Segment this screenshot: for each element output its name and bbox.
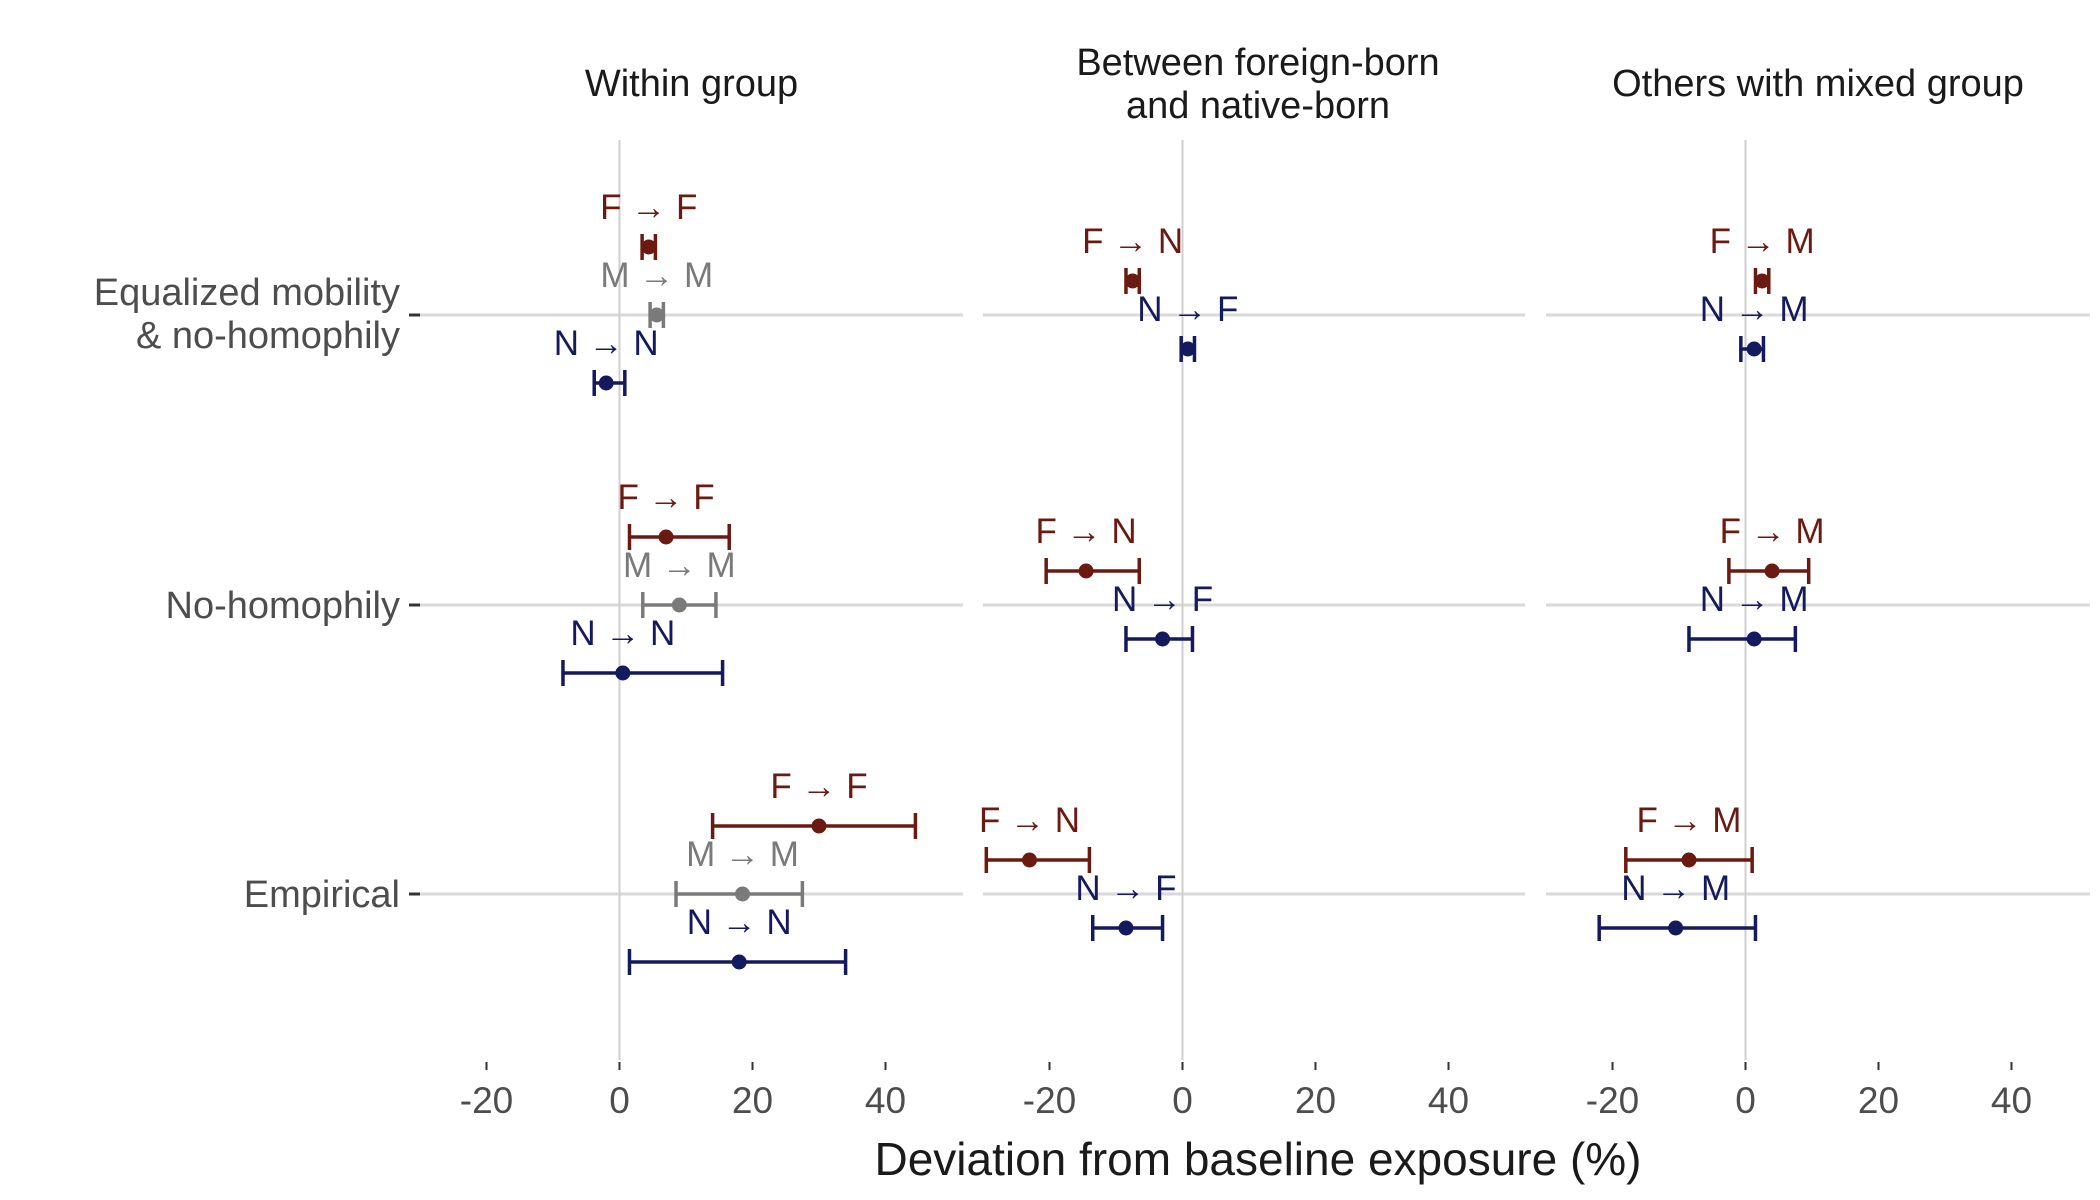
estimate-F-p2-r2: F → M	[1624, 801, 1754, 873]
estimate-N-p0-r2: N → N	[627, 903, 848, 975]
point-label: N → N	[570, 614, 675, 653]
row-label: Empirical	[244, 874, 400, 916]
estimate-F-p0-r1: F → F	[617, 478, 731, 550]
point-label: F → N	[1036, 512, 1137, 551]
point-estimate	[1746, 631, 1762, 647]
point-label: N → N	[554, 324, 659, 363]
point-estimate	[671, 597, 687, 613]
point-estimate	[1022, 852, 1038, 868]
point-estimate	[598, 375, 614, 391]
point-label: F → F	[770, 767, 867, 806]
estimate-N-p0-r1: N → N	[561, 614, 725, 686]
estimate-M-p0-r2: M → M	[674, 835, 805, 907]
point-label: N → M	[1700, 290, 1809, 329]
x-tick-label: 0	[1172, 1080, 1193, 1121]
x-tick-label: -20	[1586, 1080, 1639, 1121]
x-tick-label: 0	[1735, 1080, 1756, 1121]
estimate-F-p1-r1: F → N	[1036, 512, 1142, 584]
x-tick-label: 40	[865, 1080, 906, 1121]
x-tick-label: 40	[1991, 1080, 2032, 1121]
panel-title: and native-born	[1126, 85, 1390, 127]
point-label: F → N	[979, 801, 1080, 840]
estimate-N-p1-r2: N → F	[1075, 869, 1177, 941]
point-estimate	[641, 239, 657, 255]
estimate-N-p2-r0: N → M	[1700, 290, 1809, 362]
point-estimate	[649, 307, 665, 323]
estimate-N-p2-r1: N → M	[1687, 580, 1809, 652]
estimate-N-p0-r0: N → N	[554, 324, 659, 396]
point-label: M → M	[600, 256, 713, 295]
estimate-F-p1-r2: F → N	[979, 801, 1092, 873]
point-label: N → F	[1112, 580, 1213, 619]
panel-title: Within group	[585, 63, 798, 105]
point-label: N → N	[687, 903, 792, 942]
point-label: N → M	[1621, 869, 1730, 908]
point-label: N → F	[1137, 290, 1238, 329]
point-label: F → F	[617, 478, 714, 517]
point-label: M → M	[686, 835, 799, 874]
point-estimate	[735, 886, 751, 902]
point-estimate	[1746, 341, 1762, 357]
estimate-M-p0-r0: M → M	[600, 256, 713, 328]
estimate-F-p2-r0: F → M	[1710, 222, 1815, 294]
point-estimate	[658, 529, 674, 545]
panel-title: Between foreign-born	[1076, 42, 1439, 84]
point-label: M → M	[623, 546, 736, 585]
point-estimate	[731, 954, 747, 970]
point-estimate	[1078, 563, 1094, 579]
point-estimate	[1754, 273, 1770, 289]
x-tick-label: 20	[1858, 1080, 1899, 1121]
row-label: Equalized mobility	[94, 272, 400, 314]
x-axis-title: Deviation from baseline exposure (%)	[874, 1133, 1641, 1185]
point-estimate	[1668, 920, 1684, 936]
x-tick-label: 20	[732, 1080, 773, 1121]
estimate-N-p2-r2: N → M	[1597, 869, 1758, 941]
point-label: F → M	[1720, 512, 1825, 551]
point-label: N → F	[1075, 869, 1176, 908]
point-label: F → M	[1710, 222, 1815, 261]
x-tick-label: -20	[460, 1080, 513, 1121]
point-estimate	[1125, 273, 1141, 289]
point-label: F → F	[600, 188, 697, 227]
x-tick-label: 0	[609, 1080, 630, 1121]
x-tick-label: -20	[1023, 1080, 1076, 1121]
estimate-F-p0-r0: F → F	[600, 188, 697, 260]
estimate-N-p1-r1: N → F	[1112, 580, 1213, 652]
point-label: N → M	[1700, 580, 1809, 619]
x-tick-label: 40	[1428, 1080, 1469, 1121]
point-estimate	[1155, 631, 1171, 647]
row-label: & no-homophily	[136, 315, 400, 357]
x-tick-label: 20	[1295, 1080, 1336, 1121]
point-estimate	[1681, 852, 1697, 868]
point-estimate	[615, 665, 631, 681]
panel-title: Others with mixed group	[1612, 63, 2024, 105]
row-label: No-homophily	[166, 585, 400, 627]
point-estimate	[1764, 563, 1780, 579]
point-label: F → M	[1636, 801, 1741, 840]
point-label: F → N	[1082, 222, 1183, 261]
estimate-N-p1-r0: N → F	[1137, 290, 1238, 362]
estimate-F-p0-r2: F → F	[710, 767, 918, 839]
point-estimate	[1118, 920, 1134, 936]
point-estimate	[811, 818, 827, 834]
point-estimate	[1180, 341, 1196, 357]
estimate-F-p1-r0: F → N	[1082, 222, 1183, 294]
estimate-F-p2-r1: F → M	[1720, 512, 1825, 584]
estimate-M-p0-r1: M → M	[623, 546, 736, 618]
